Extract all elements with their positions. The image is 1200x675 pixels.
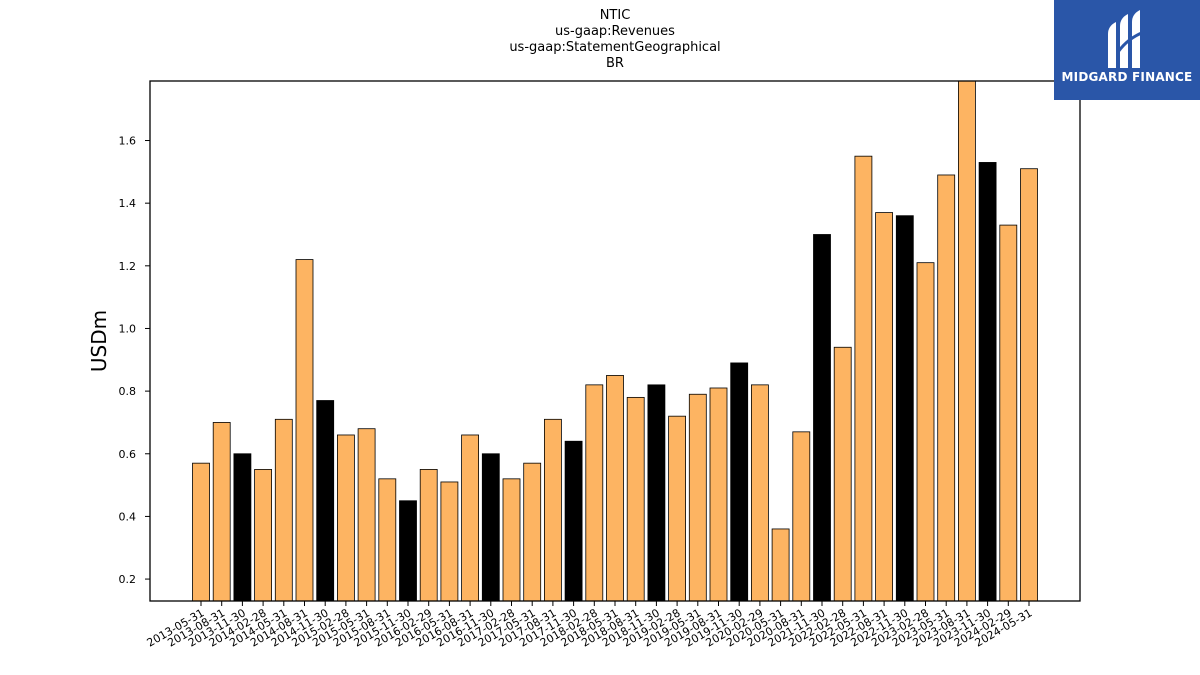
chart-title-line-3: us-gaap:StatementGeographical bbox=[509, 40, 721, 55]
y-tick-label: 0.6 bbox=[119, 448, 137, 461]
bar-2018-11-30 bbox=[647, 384, 666, 602]
bar-2019-08-31 bbox=[709, 387, 728, 602]
bar-2014-11-30 bbox=[316, 400, 335, 602]
chart-title-line-4: BR bbox=[606, 56, 624, 71]
bar-2015-05-31 bbox=[357, 428, 376, 602]
bar-2016-08-31 bbox=[461, 434, 480, 602]
bar-2018-05-31 bbox=[606, 375, 624, 602]
bar-2013-08-31 bbox=[212, 422, 231, 602]
bar-2021-11-30 bbox=[813, 234, 831, 602]
bar-2013-05-31 bbox=[192, 462, 210, 602]
bar-2017-11-30 bbox=[564, 440, 583, 602]
plot-frame bbox=[149, 80, 1081, 602]
bar-2015-08-31 bbox=[378, 478, 397, 602]
bar-2017-05-31 bbox=[523, 462, 542, 602]
bar-2023-02-28 bbox=[916, 262, 935, 602]
bar-2019-02-28 bbox=[668, 415, 686, 602]
bar-2023-08-31 bbox=[958, 80, 976, 602]
y-axis: 0.2 0.4 0.6 0.8 1.0 1.2 1.4 1.6 bbox=[119, 135, 150, 586]
logo-text: MIDGARD FINANCE bbox=[1061, 70, 1193, 84]
y-tick-label: 1.2 bbox=[119, 260, 137, 273]
bar-2014-08-31 bbox=[295, 259, 314, 602]
bar-2018-02-28 bbox=[585, 384, 604, 602]
logo-mark-icon bbox=[1108, 10, 1145, 68]
bar-2016-02-29 bbox=[419, 469, 438, 602]
y-tick-label: 1.0 bbox=[119, 322, 137, 335]
y-tick-label: 0.2 bbox=[119, 573, 137, 586]
y-axis-label: USDm bbox=[87, 310, 111, 372]
y-tick-label: 0.4 bbox=[119, 510, 137, 523]
bar-2014-05-31 bbox=[274, 418, 293, 602]
bar-2019-05-31 bbox=[688, 393, 707, 602]
chart-title-line-2: us-gaap:Revenues bbox=[555, 24, 675, 39]
y-tick-label: 1.4 bbox=[119, 197, 137, 210]
bar-2020-02-29 bbox=[751, 384, 769, 602]
y-tick-label: 1.6 bbox=[119, 135, 137, 148]
bar-2024-05-31 bbox=[1020, 168, 1038, 602]
bar-2018-08-31 bbox=[626, 396, 645, 602]
x-axis: 2013-05-312013-08-312013-11-302014-02-28… bbox=[145, 601, 1035, 650]
y-tick-label: 0.8 bbox=[119, 385, 137, 398]
bar-2016-11-30 bbox=[481, 453, 500, 602]
bar-2015-02-28 bbox=[336, 434, 355, 602]
bar-2017-02-28 bbox=[502, 478, 521, 602]
bar-2023-05-31 bbox=[937, 174, 956, 602]
bar-2020-08-31 bbox=[792, 431, 811, 602]
bar-2019-11-30 bbox=[730, 362, 749, 602]
bars-group bbox=[192, 80, 1038, 602]
bar-2022-08-31 bbox=[875, 212, 893, 602]
bar-2016-05-31 bbox=[440, 481, 459, 602]
bar-2020-05-31 bbox=[771, 528, 790, 602]
midgard-finance-logo: MIDGARD FINANCE bbox=[1054, 0, 1200, 100]
bar-2024-02-29 bbox=[999, 224, 1018, 602]
chart-title-line-1: NTIC bbox=[599, 8, 631, 23]
bar-2022-11-30 bbox=[895, 215, 914, 602]
bar-2013-11-30 bbox=[233, 453, 252, 602]
bar-2017-08-31 bbox=[544, 418, 562, 602]
bar-2022-02-28 bbox=[833, 346, 852, 602]
bar-2014-02-28 bbox=[254, 469, 273, 602]
bar-2023-11-30 bbox=[978, 162, 997, 602]
bar-2022-05-31 bbox=[854, 155, 873, 602]
bar-2015-11-30 bbox=[399, 500, 417, 602]
